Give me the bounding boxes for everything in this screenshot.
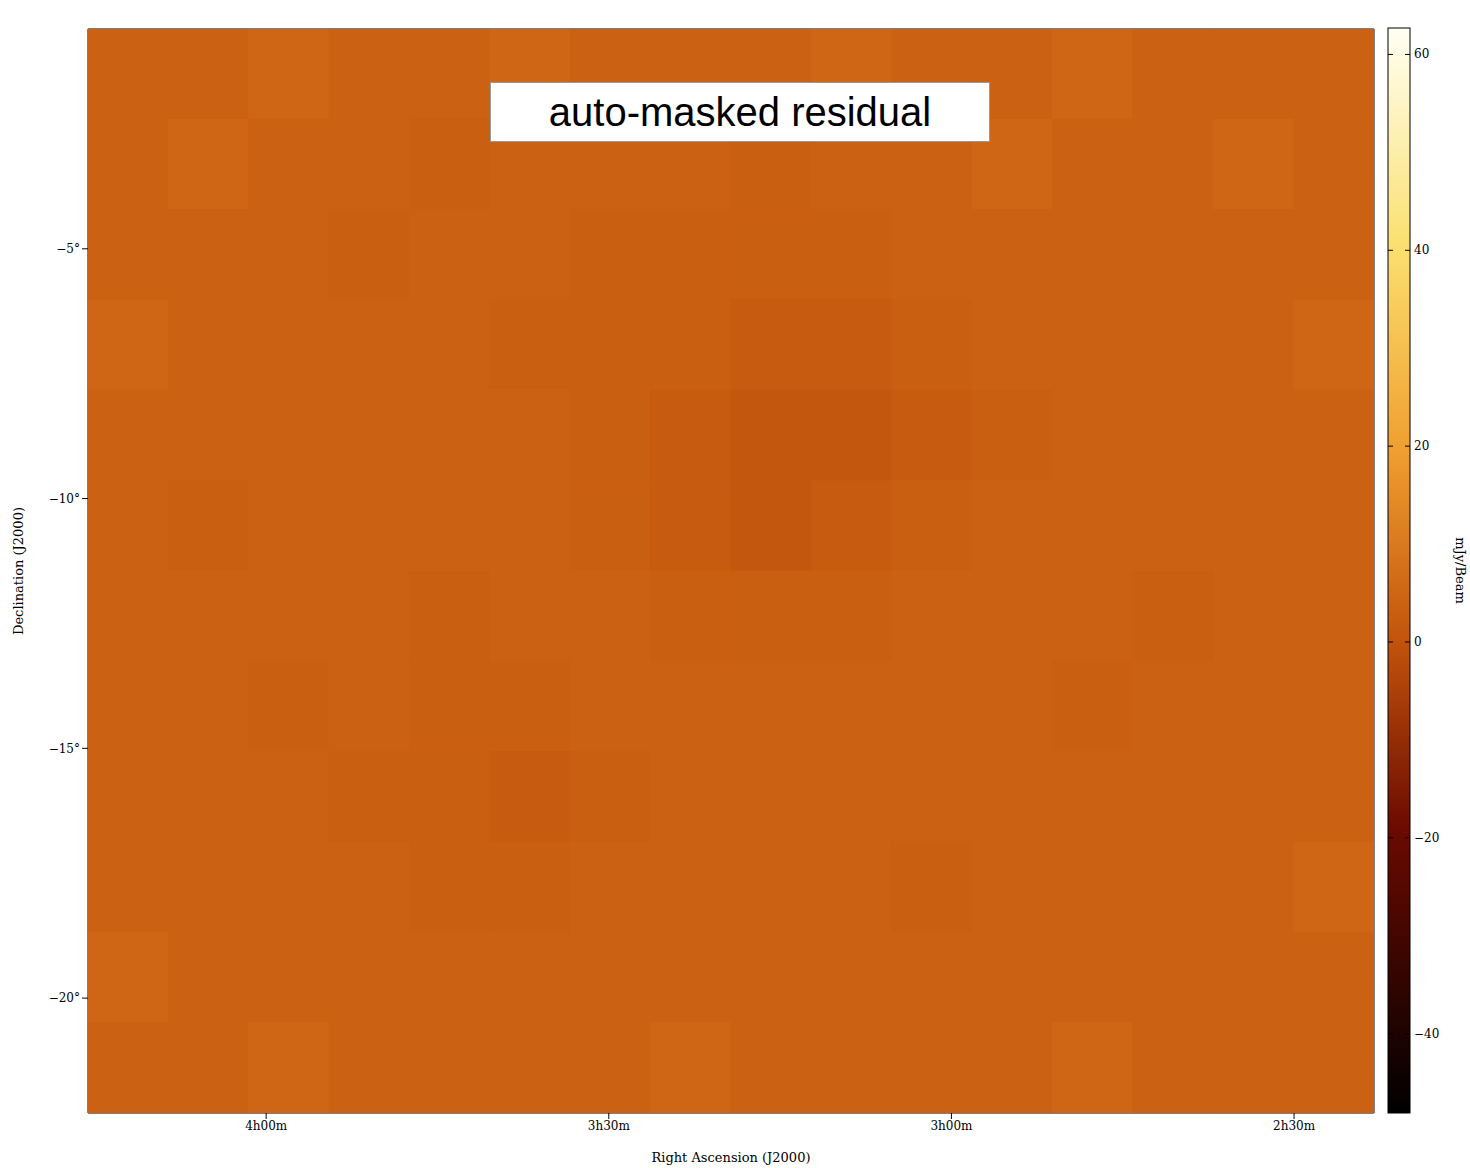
svg-text:−15°: −15° [49, 742, 80, 756]
svg-text:3h30m: 3h30m [588, 1119, 631, 1133]
svg-text:−40: −40 [1414, 1027, 1439, 1041]
svg-text:−20: −20 [1414, 831, 1439, 845]
svg-text:−5°: −5° [56, 242, 80, 256]
svg-text:−10°: −10° [49, 492, 80, 506]
svg-text:2h30m: 2h30m [1273, 1119, 1316, 1133]
svg-text:−20°: −20° [49, 991, 80, 1005]
html-text:auto-masked residual: auto-masked residual [548, 90, 932, 134]
svg-text:40: 40 [1414, 243, 1429, 257]
svg-text:mJy/Beam: mJy/Beam [1453, 537, 1468, 604]
svg-text:20: 20 [1414, 439, 1429, 453]
svg-text:Declination (J2000): Declination (J2000) [11, 507, 26, 635]
svg-text:3h00m: 3h00m [930, 1119, 973, 1133]
svg-text:0: 0 [1414, 635, 1422, 649]
svg-text:4h00m: 4h00m [245, 1119, 288, 1133]
svg-text:60: 60 [1414, 47, 1429, 61]
svg-text:Right Ascension (J2000): Right Ascension (J2000) [651, 1150, 810, 1165]
